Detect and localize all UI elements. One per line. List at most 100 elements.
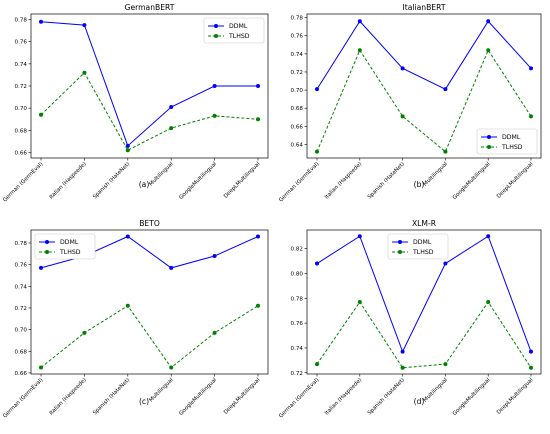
y-tick-label: 0.78 (291, 16, 304, 22)
series-line-tlhsd (40, 305, 259, 369)
legend-label-ddml: DDML (502, 134, 521, 141)
panel-caption: (b) (414, 180, 425, 189)
legend-marker-ddml (214, 24, 218, 28)
x-tick-label: German (GermEval) (278, 377, 320, 419)
legend-marker-tlhsd (45, 250, 49, 254)
y-tick-label: 0.72 (291, 70, 303, 76)
panel-caption: (a) (139, 180, 150, 189)
series-line-tlhsd (316, 49, 532, 153)
series-line-tlhsd (40, 71, 259, 151)
data-point-ddml (125, 234, 130, 239)
data-point-ddml (486, 234, 491, 239)
chart-title: BETO (139, 219, 160, 228)
data-point-ddml (212, 84, 217, 88)
x-tick-label: Italian (Haspeede) (48, 161, 87, 200)
chart-title: GermanBERT (125, 3, 175, 12)
y-tick-label: 0.72 (15, 306, 27, 312)
data-point-tlhsd (256, 117, 260, 122)
x-tick-label: German (GermEval) (2, 377, 44, 419)
data-point-ddml (400, 66, 405, 71)
legend-marker-tlhsd (487, 145, 491, 149)
data-point-tlhsd (125, 148, 130, 153)
data-point-tlhsd (400, 365, 405, 370)
x-tick-label: Spanish (HateNet) (92, 377, 131, 416)
y-tick-label: 0.66 (15, 371, 28, 377)
panel-caption: (d) (414, 397, 425, 406)
x-tick-label: Multilingual (148, 377, 174, 403)
y-tick-label: 0.80 (291, 271, 304, 277)
x-tick-label: Multilingual (148, 161, 174, 187)
chart-panel-3: BETO 0.66 0.68 0.70 0.72 0.74 0.76 0.78 German (… (2, 219, 269, 419)
series-line-tlhsd (316, 301, 532, 369)
data-point-tlhsd (486, 300, 491, 304)
data-point-tlhsd (169, 365, 174, 370)
y-tick-label: 0.70 (291, 88, 304, 94)
legend-label-tlhsd: TLHSD (412, 249, 434, 256)
x-tick-label: German (GermEval) (278, 161, 320, 203)
data-point-ddml (357, 19, 362, 24)
legend-label-ddml: DDML (60, 239, 79, 246)
data-point-ddml (256, 84, 260, 88)
data-point-ddml (212, 253, 217, 258)
legend-box (476, 128, 538, 155)
data-point-tlhsd (39, 365, 43, 370)
data-point-tlhsd (443, 149, 448, 154)
y-tick-label: 0.82 (291, 247, 303, 253)
plot-frame (306, 13, 542, 159)
x-tick-label: DeepLMultilingual (223, 161, 261, 199)
panel-caption: (c) (139, 397, 149, 406)
series-line-ddml (316, 235, 532, 353)
y-tick-label: 0.78 (15, 241, 28, 247)
legend-marker-tlhsd (214, 34, 218, 38)
chart-panel-1: GermanBERT 0.66 0.68 0.70 0.72 0.74 0.76 0.78 Ge… (2, 3, 269, 203)
legend: DDML TLHSD (387, 233, 449, 260)
plot-frame (306, 229, 542, 375)
data-point-ddml (39, 265, 43, 270)
data-point-ddml (357, 234, 362, 239)
x-tick-label: Italian (Haspeede) (48, 377, 87, 416)
data-point-tlhsd (315, 149, 319, 154)
x-tick-label: DeepLMultilingual (496, 161, 534, 199)
data-point-tlhsd (529, 365, 533, 370)
data-point-tlhsd (529, 114, 533, 119)
legend-label-tlhsd: TLHSD (501, 144, 523, 151)
y-tick-label: 0.74 (291, 52, 304, 58)
y-tick-label: 0.74 (15, 62, 28, 68)
chart-title: ItalianBERT (403, 3, 446, 12)
legend-marker-ddml (487, 135, 491, 139)
data-point-tlhsd (443, 362, 448, 367)
chart-panel-4: XLM-R 0.72 0.74 0.76 0.78 0.80 0.82 German (Ger… (278, 219, 542, 419)
data-point-tlhsd (82, 330, 87, 335)
x-tick-label: GoogleMultilingual (178, 161, 218, 201)
legend: DDML TLHSD (203, 17, 265, 44)
x-tick-label: Spanish (HateNet) (92, 161, 131, 200)
data-point-ddml (169, 105, 174, 110)
x-tick-label: GoogleMultilingual (178, 377, 218, 417)
y-tick-label: 0.70 (15, 106, 28, 112)
data-point-tlhsd (82, 70, 87, 75)
data-point-ddml (529, 349, 533, 354)
data-point-tlhsd (39, 112, 43, 117)
x-tick-label: Multilingual (422, 377, 448, 403)
data-point-ddml (400, 349, 405, 354)
x-tick-label: Spanish (HateNet) (367, 377, 406, 416)
y-tick-label: 0.68 (15, 128, 28, 134)
y-tick-label: 0.76 (291, 34, 304, 40)
y-tick-label: 0.72 (15, 84, 27, 90)
data-point-tlhsd (256, 303, 260, 308)
data-point-tlhsd (125, 303, 130, 308)
data-point-ddml (486, 19, 491, 24)
legend-marker-ddml (398, 240, 402, 244)
x-tick-label: Multilingual (422, 161, 448, 187)
y-tick-label: 0.72 (291, 371, 303, 377)
legend-marker-tlhsd (398, 250, 402, 254)
y-tick-label: 0.76 (15, 263, 28, 269)
y-tick-label: 0.70 (15, 328, 28, 334)
x-tick-label: GoogleMultilingual (452, 161, 492, 201)
data-point-tlhsd (357, 300, 362, 304)
chart-panel-2: ItalianBERT 0.64 0.66 0.68 0.70 0.72 0.74 0.76 0… (278, 3, 542, 203)
legend-box (34, 233, 96, 260)
data-point-ddml (315, 87, 319, 92)
data-point-ddml (443, 87, 448, 92)
